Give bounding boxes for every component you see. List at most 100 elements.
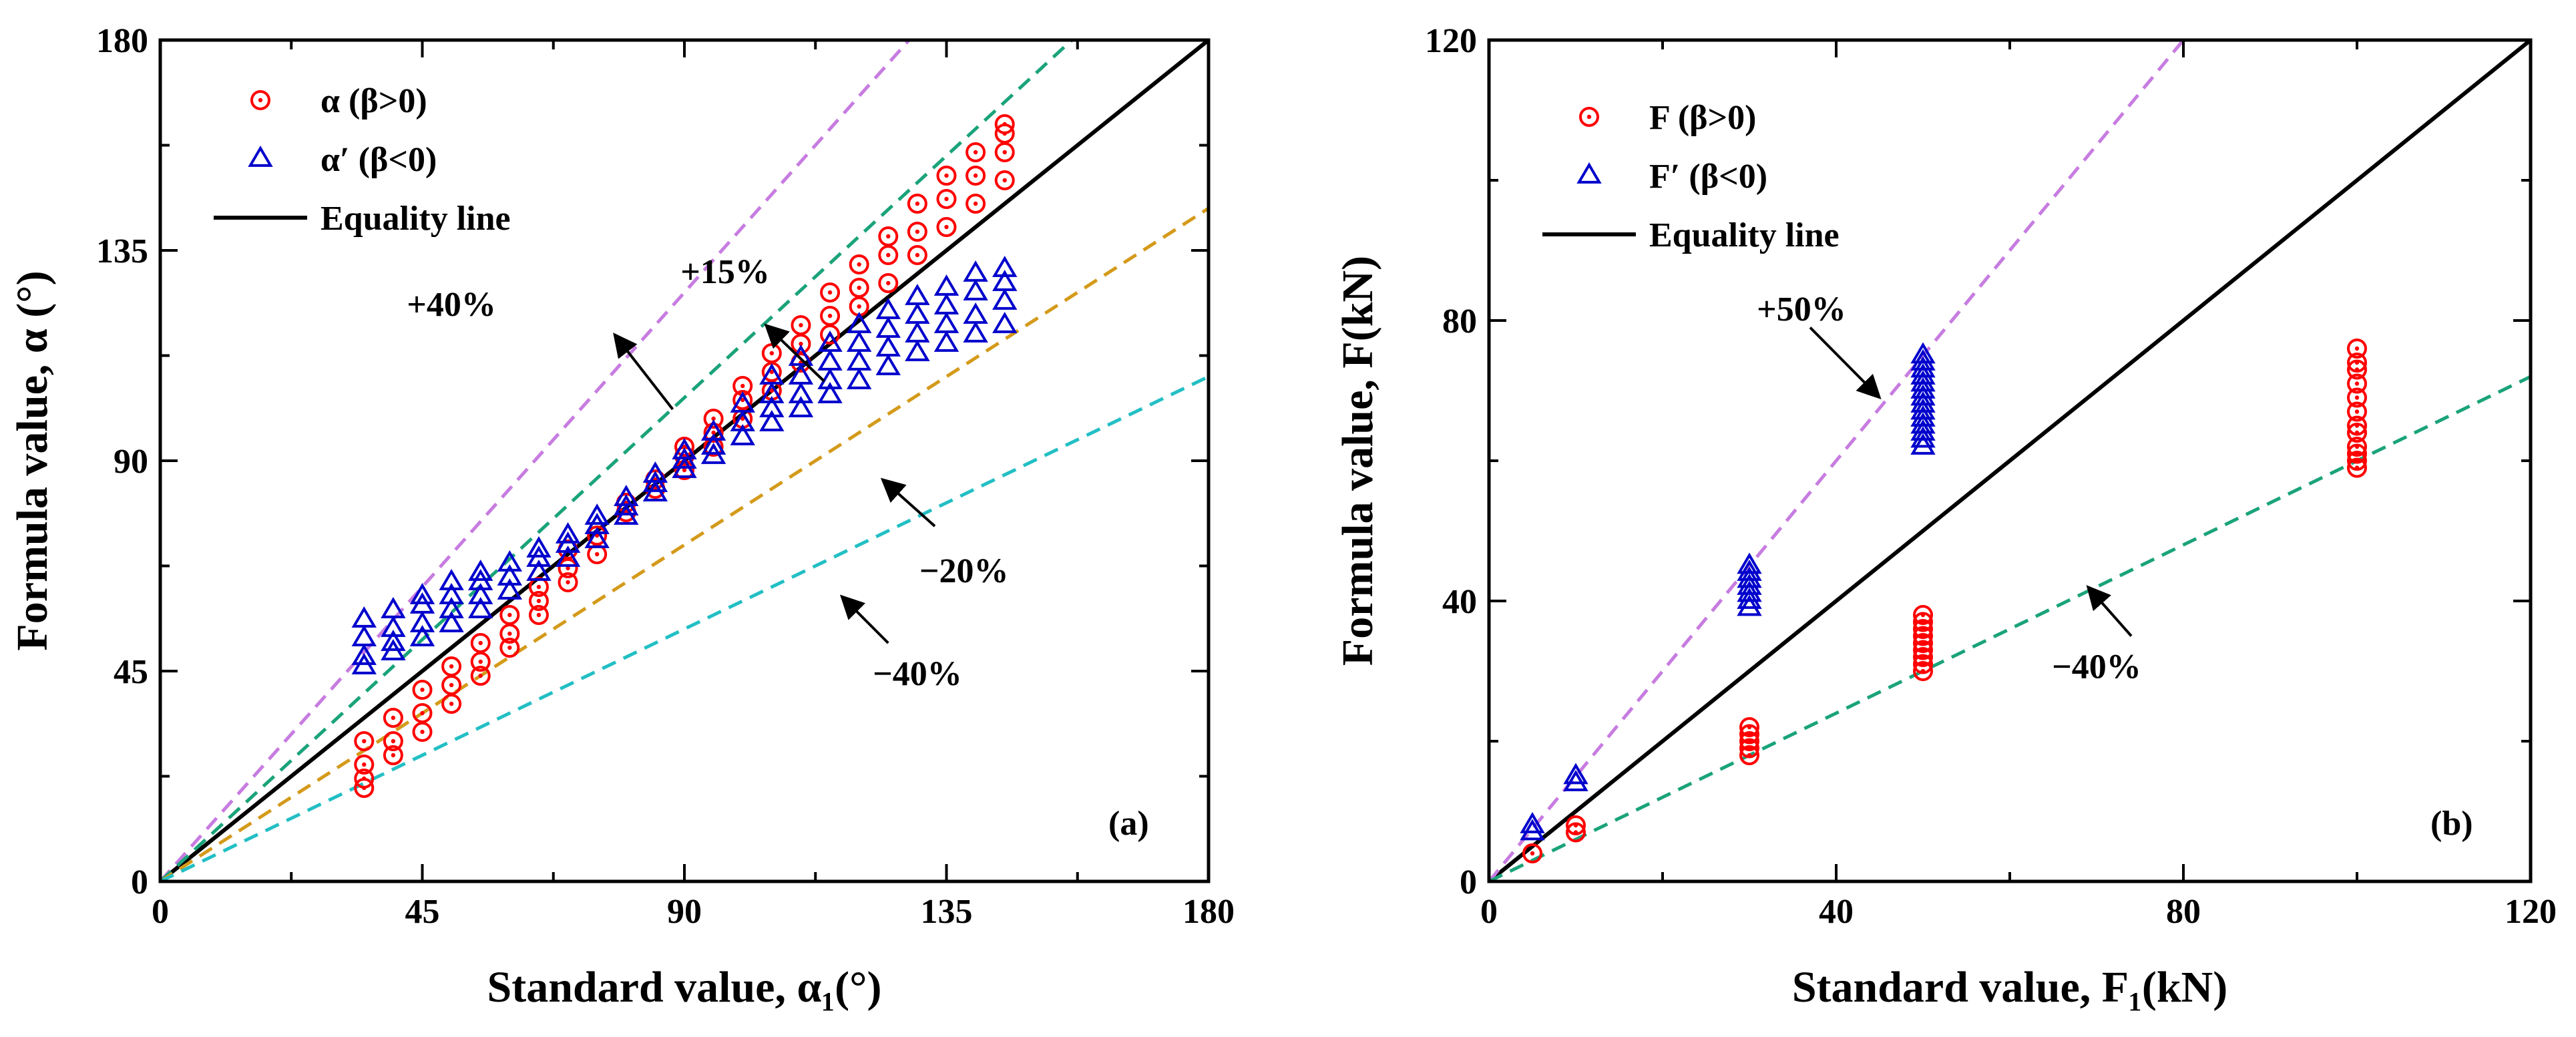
x-tick-label: 90	[667, 893, 702, 931]
data-point-triangle	[497, 550, 523, 572]
data-point-circle	[761, 343, 782, 363]
data-point-triangle	[933, 293, 959, 315]
data-point-triangle	[1737, 552, 1762, 574]
x-axis-title: Standard value, F₁(kN)	[1792, 963, 2227, 1012]
data-point-triangle	[1910, 391, 1936, 413]
data-point-triangle	[1737, 594, 1762, 616]
data-point-circle	[354, 731, 375, 751]
data-point-circle	[703, 409, 724, 429]
annotation-label: +15%	[680, 253, 770, 291]
axes: 0 45 90 135 180 0 45 90 135 180	[96, 22, 1235, 931]
x-axis-title: Standard value, α₁(°)	[487, 963, 882, 1012]
x-tick-label: 80	[2166, 893, 2201, 931]
data-point-triangle	[409, 583, 435, 604]
data-point-triangle	[992, 288, 1018, 310]
y-tick-label: 45	[114, 653, 148, 691]
data-point-triangle	[788, 345, 814, 366]
legend-entry-equality-line: Equality line	[214, 200, 511, 238]
legend-marker-triangle	[248, 146, 273, 167]
legend-entry-f-negative: F′ (β<0)	[1576, 158, 1767, 196]
data-point-circle	[1566, 815, 1586, 835]
x-tick-label: 120	[2505, 893, 2557, 931]
legend: α (β>0) α′ (β<0) Equality line	[214, 82, 511, 238]
data-point-triangle	[1910, 349, 1936, 371]
data-point-triangle	[526, 560, 552, 581]
data-point-triangle	[700, 433, 726, 455]
x-tick-label: 45	[405, 893, 440, 931]
data-point-triangle	[963, 302, 988, 324]
data-point-triangle	[817, 331, 843, 352]
data-point-triangle	[555, 522, 581, 544]
data-point-circle	[849, 278, 869, 298]
data-point-circle	[994, 114, 1015, 134]
data-point-circle	[878, 273, 899, 293]
data-point-triangle	[846, 368, 872, 389]
data-point-circle	[441, 656, 462, 676]
data-point-circle	[587, 526, 608, 546]
data-point-triangle	[526, 536, 552, 558]
data-point-circle	[994, 142, 1015, 162]
annotation-label: +50%	[1757, 290, 1846, 329]
data-point-triangle	[817, 368, 843, 389]
annotation-label: +40%	[407, 286, 496, 324]
data-point-triangle	[1910, 370, 1936, 392]
data-point-triangle	[1737, 560, 1762, 581]
data-point-triangle	[555, 546, 581, 567]
data-point-triangle	[1737, 566, 1762, 588]
annotation-arrow	[2086, 585, 2133, 637]
series-positive-beta	[354, 114, 1015, 798]
data-point-triangle	[1910, 412, 1936, 434]
data-point-triangle	[1910, 377, 1936, 399]
data-point-triangle	[875, 335, 901, 357]
data-point-circle	[994, 170, 1015, 190]
data-point-triangle	[817, 349, 843, 371]
data-point-circle	[936, 189, 957, 209]
y-tick-label: 0	[131, 863, 148, 901]
data-point-circle	[470, 633, 491, 653]
data-point-triangle	[614, 485, 639, 506]
annotation-arrow	[613, 333, 674, 411]
data-point-triangle	[497, 578, 523, 600]
data-point-circle	[820, 306, 841, 326]
data-point-triangle	[817, 382, 843, 403]
data-point-circle	[412, 722, 433, 742]
data-point-circle	[383, 745, 403, 765]
data-point-circle	[499, 638, 520, 658]
data-point-triangle	[409, 625, 435, 646]
data-point-triangle	[1520, 819, 1545, 841]
legend-entry-alpha-negative: α′ (β<0)	[248, 141, 437, 179]
data-point-circle	[791, 334, 811, 354]
data-point-circle	[1739, 717, 1759, 737]
data-point-circle	[383, 708, 403, 728]
data-point-circle	[936, 166, 957, 186]
data-point-triangle	[846, 331, 872, 352]
data-point-triangle	[1910, 419, 1936, 441]
data-point-triangle	[875, 298, 901, 319]
legend-entry-f-positive: F (β>0)	[1579, 99, 1757, 137]
data-point-triangle	[584, 503, 610, 525]
data-point-triangle	[1910, 384, 1936, 406]
data-point-triangle	[788, 382, 814, 403]
y-tick-label: 0	[1460, 863, 1477, 901]
panel-b-chart: 0 40 80 120 0 40 80 120 +50% −40% F (β>0) F′ (β<…	[1333, 22, 2557, 1012]
data-point-triangle	[730, 410, 755, 431]
data-point-triangle	[584, 527, 610, 548]
legend: F (β>0) F′ (β<0) Equality line	[1542, 99, 1840, 254]
data-point-triangle	[963, 260, 988, 282]
data-point-triangle	[905, 284, 930, 305]
data-point-circle	[965, 142, 986, 162]
data-point-triangle	[1737, 588, 1762, 609]
data-point-triangle	[992, 256, 1018, 277]
reference-lines	[1489, 40, 2531, 881]
data-point-triangle	[963, 321, 988, 343]
legend-marker-triangle	[1576, 162, 1602, 184]
data-point-triangle	[730, 424, 755, 445]
data-point-triangle	[468, 560, 493, 581]
y-tick-label: 40	[1442, 583, 1477, 621]
data-point-circle	[412, 703, 433, 723]
axes: 0 40 80 120 0 40 80 120	[1425, 22, 2557, 931]
legend-label: F′ (β<0)	[1649, 158, 1767, 196]
data-point-triangle	[1910, 405, 1936, 427]
legend-label: Equality line	[1649, 216, 1840, 254]
data-point-circle	[499, 605, 520, 625]
